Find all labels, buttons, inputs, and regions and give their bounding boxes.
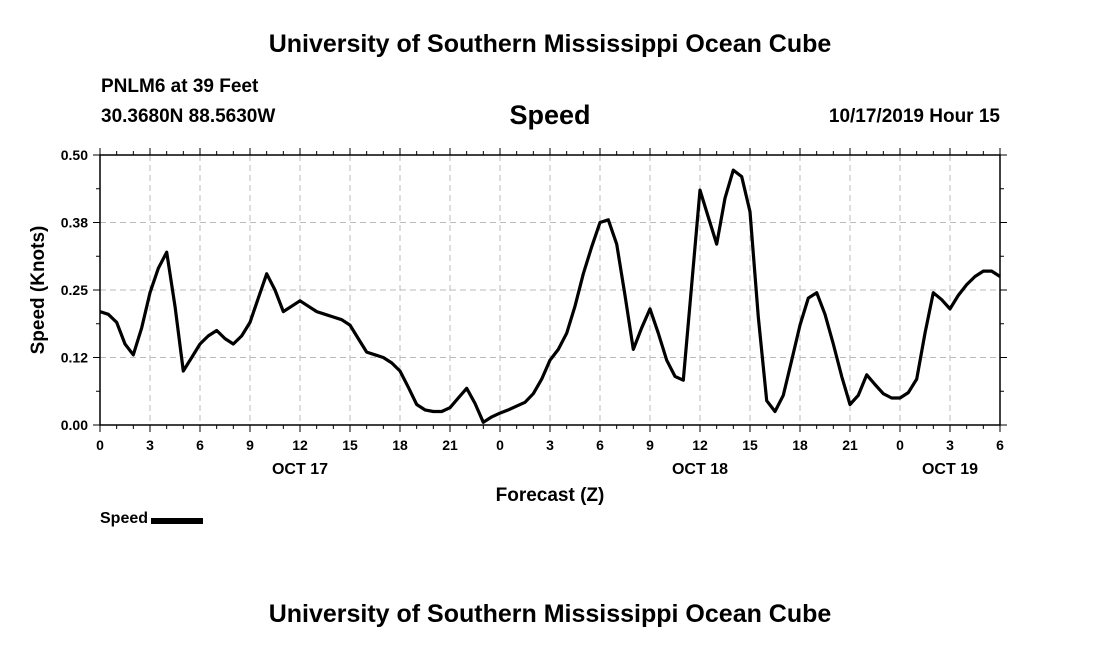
x-tick-label: 15 [742, 437, 758, 453]
y-tick-label: 0.25 [61, 282, 88, 298]
x-tick-label: 6 [596, 437, 604, 453]
x-tick-label: 21 [842, 437, 858, 453]
x-tick-label: 12 [292, 437, 308, 453]
date-label: OCT 19 [922, 461, 978, 478]
x-tick-label: 9 [246, 437, 254, 453]
x-tick-label: 3 [546, 437, 554, 453]
x-tick-label: 6 [996, 437, 1004, 453]
legend-line-swatch [151, 518, 204, 524]
x-tick-label: 3 [146, 437, 154, 453]
y-tick-label: 0.00 [61, 417, 88, 433]
x-tick-label: 18 [392, 437, 408, 453]
x-tick-label: 18 [792, 437, 808, 453]
x-tick-label: 0 [896, 437, 904, 453]
x-axis-label: Forecast (Z) [496, 485, 605, 506]
legend-label: Speed [100, 510, 149, 527]
forecast-datetime: 10/17/2019 Hour 15 [828, 106, 1000, 127]
x-tick-label: 9 [646, 437, 654, 453]
station-label: PNLM6 at 39 Feet [101, 76, 259, 97]
page-title: University of Southern Mississippi Ocean… [268, 30, 832, 58]
x-tick-label: 12 [692, 437, 708, 453]
x-tick-label: 21 [442, 437, 458, 453]
date-label: OCT 18 [672, 461, 728, 478]
page-footer-title: University of Southern Mississippi Ocean… [268, 600, 832, 628]
y-axis-label: Speed (Knots) [28, 226, 49, 355]
coordinates-label: 30.3680N 88.5630W [101, 106, 276, 127]
x-tick-label: 6 [196, 437, 204, 453]
x-tick-label: 0 [96, 437, 104, 453]
legend: Speed [100, 510, 204, 528]
chart-title: Speed [509, 100, 591, 130]
date-label: OCT 17 [272, 461, 328, 478]
x-tick-label: 3 [946, 437, 954, 453]
speed-series-line [99, 168, 1001, 424]
y-tick-label: 0.38 [61, 215, 88, 231]
y-tick-label: 0.50 [61, 147, 88, 163]
x-tick-label: 0 [496, 437, 504, 453]
x-tick-label: 15 [342, 437, 358, 453]
y-tick-label: 0.12 [61, 350, 88, 366]
